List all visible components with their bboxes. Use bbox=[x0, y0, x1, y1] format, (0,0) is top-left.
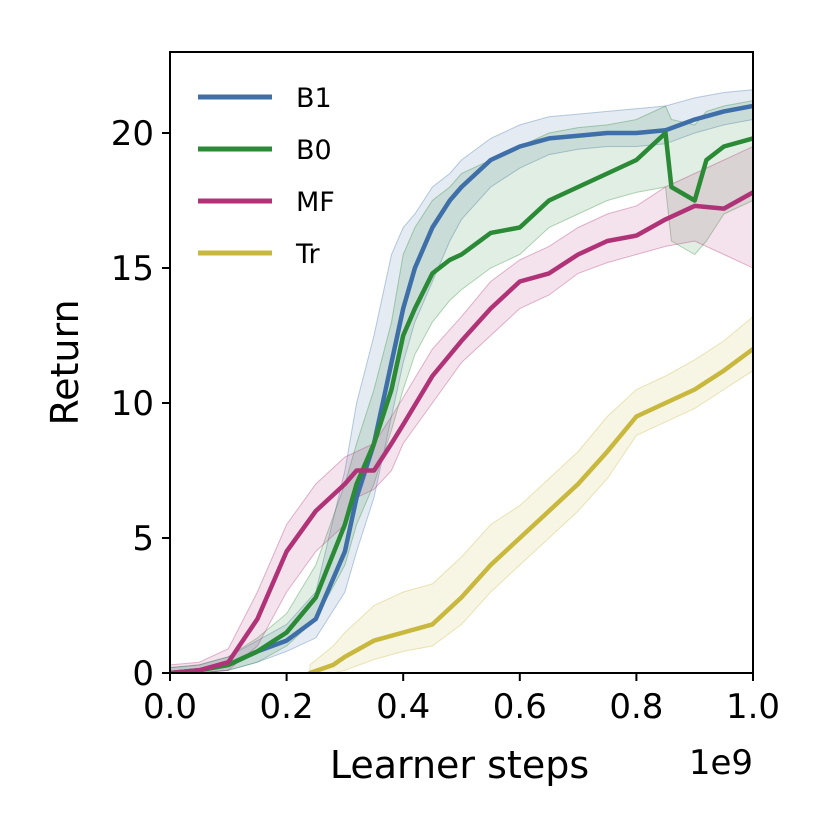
x-tick-label: 0.2 bbox=[260, 687, 314, 727]
y-axis-label: Return bbox=[43, 299, 87, 425]
x-tick-label: 0.4 bbox=[376, 687, 430, 727]
x-axis-ticks: 0.0 0.2 0.4 0.6 0.8 1.0 bbox=[143, 673, 780, 727]
series-line-b1 bbox=[170, 103, 753, 673]
plot-frame bbox=[169, 51, 754, 674]
series-lines bbox=[170, 103, 753, 673]
x-tick-label: 1.0 bbox=[726, 687, 780, 727]
y-tick-label: 15 bbox=[111, 249, 154, 289]
legend-label-b0: B0 bbox=[296, 135, 332, 166]
y-tick-label: 20 bbox=[111, 114, 154, 154]
y-axis-ticks: 0 5 10 15 20 bbox=[111, 114, 170, 694]
y-tick-label: 10 bbox=[111, 384, 154, 424]
legend-label-tr: Tr bbox=[295, 239, 321, 270]
x-tick-label: 0.8 bbox=[609, 687, 663, 727]
band-b1 bbox=[170, 89, 753, 673]
series-line-mf bbox=[170, 190, 753, 673]
legend-label-b1: B1 bbox=[296, 83, 332, 114]
x-axis-label: Learner steps bbox=[330, 743, 589, 787]
x-tick-label: 0.6 bbox=[493, 687, 547, 727]
y-tick-label: 0 bbox=[132, 654, 154, 694]
legend: B1 B0 MF Tr bbox=[198, 83, 335, 270]
x-tick-label: 0.0 bbox=[143, 687, 197, 727]
series-line-tr bbox=[307, 346, 753, 673]
y-tick-label: 5 bbox=[132, 519, 154, 559]
legend-label-mf: MF bbox=[296, 187, 335, 218]
band-tr bbox=[309, 315, 753, 673]
series-line-b0 bbox=[170, 130, 753, 673]
x-axis-scale-multiplier: 1e9 bbox=[689, 743, 753, 783]
confidence-bands bbox=[170, 89, 753, 673]
band-b0 bbox=[170, 100, 753, 673]
